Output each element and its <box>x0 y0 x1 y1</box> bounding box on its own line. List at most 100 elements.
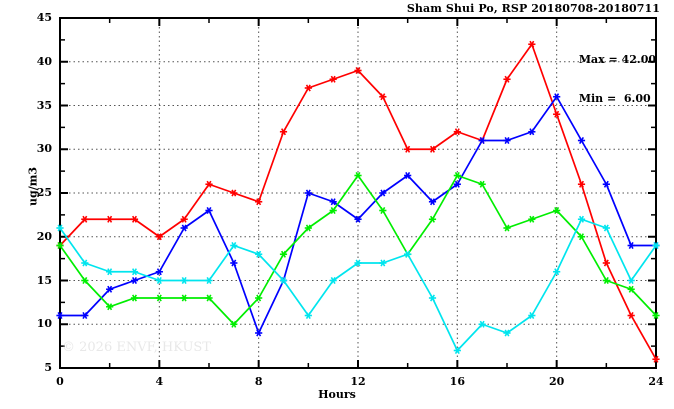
data-point-day1-14 <box>404 145 412 153</box>
data-point-day1-1 <box>81 215 89 223</box>
data-point-day3-5 <box>180 294 188 302</box>
data-point-day4-0 <box>56 224 64 232</box>
y-tick-label: 5 <box>44 361 52 374</box>
data-point-day1-23 <box>627 311 635 320</box>
data-point-day1-6 <box>205 180 213 188</box>
data-point-day2-19 <box>528 128 536 136</box>
data-point-day2-14 <box>404 171 412 180</box>
data-point-day1-18 <box>503 75 511 83</box>
data-point-day4-17 <box>478 320 486 328</box>
x-tick-label: 4 <box>155 375 164 388</box>
data-point-day1-15 <box>428 145 437 153</box>
data-point-day4-19 <box>528 311 536 320</box>
data-point-day3-9 <box>279 250 288 258</box>
data-point-day2-22 <box>602 180 610 188</box>
x-tick-label: 0 <box>56 375 64 388</box>
y-tick-label: 20 <box>36 229 52 243</box>
data-point-day2-7 <box>230 259 238 267</box>
data-point-day2-17 <box>478 136 486 145</box>
data-point-day1-11 <box>329 75 337 83</box>
data-point-day2-5 <box>180 224 188 232</box>
data-point-day4-3 <box>130 268 139 276</box>
y-tick-label: 10 <box>36 317 52 331</box>
data-point-day1-16 <box>453 128 461 136</box>
data-point-day4-21 <box>577 215 586 223</box>
data-point-day1-3 <box>130 215 139 223</box>
data-point-day3-18 <box>503 224 511 232</box>
data-point-day3-22 <box>602 276 610 285</box>
data-point-day4-22 <box>602 224 610 232</box>
data-point-day1-4 <box>155 233 163 241</box>
data-point-day2-6 <box>205 206 213 215</box>
data-point-day4-12 <box>354 259 362 267</box>
x-tick-label: 24 <box>648 375 664 388</box>
data-point-day2-18 <box>503 136 511 145</box>
data-point-day2-20 <box>553 93 561 101</box>
data-point-day2-1 <box>81 311 89 320</box>
data-point-day4-14 <box>404 250 412 258</box>
data-point-day3-21 <box>577 233 586 241</box>
data-point-day4-24 <box>652 241 660 250</box>
data-point-day3-0 <box>56 241 64 250</box>
data-point-day3-12 <box>354 171 362 180</box>
data-point-day2-13 <box>379 189 387 197</box>
chart-title: Sham Shui Po, RSP 20180708-20180711 <box>406 2 660 15</box>
series-day3 <box>56 171 660 328</box>
data-point-day3-6 <box>205 294 213 302</box>
data-point-day2-0 <box>56 311 64 320</box>
data-point-day2-4 <box>155 268 163 276</box>
data-point-day3-11 <box>329 206 337 215</box>
stats-annotation-box: Max = 42.00 Min = 6.00 <box>579 27 656 131</box>
data-point-day1-5 <box>180 215 188 223</box>
series-day4 <box>56 215 660 355</box>
x-tick-label: 20 <box>549 375 565 388</box>
data-point-day2-10 <box>304 189 312 197</box>
data-series-layer <box>56 40 660 363</box>
max-value-label: Max = 42.00 <box>578 53 656 66</box>
data-point-day1-12 <box>354 66 362 75</box>
data-point-day3-20 <box>553 206 561 215</box>
data-point-day4-20 <box>553 268 561 276</box>
min-value-label: Min = 6.00 <box>578 92 651 105</box>
series-day2 <box>56 93 660 337</box>
data-point-day2-15 <box>428 198 437 206</box>
x-axis-label: Hours <box>318 388 356 401</box>
data-point-day4-13 <box>379 259 387 267</box>
data-point-day3-13 <box>379 206 387 215</box>
y-tick-label: 30 <box>36 142 52 156</box>
data-point-day4-9 <box>279 276 288 285</box>
data-point-day1-13 <box>379 93 387 101</box>
y-tick-label: 45 <box>36 11 52 24</box>
data-point-day2-16 <box>453 180 461 188</box>
data-point-day4-2 <box>106 268 114 276</box>
y-tick-label: 35 <box>36 98 52 112</box>
data-point-day4-15 <box>428 294 437 302</box>
data-point-day1-2 <box>106 215 114 223</box>
data-point-day4-6 <box>205 276 213 285</box>
data-point-day3-7 <box>230 320 238 328</box>
data-point-day1-10 <box>304 84 312 92</box>
data-point-day4-10 <box>304 311 312 320</box>
data-point-day2-23 <box>627 241 635 250</box>
data-point-day2-21 <box>577 136 586 145</box>
data-point-day3-2 <box>106 303 114 311</box>
data-point-day3-8 <box>255 294 263 302</box>
data-point-day2-3 <box>130 276 139 285</box>
data-point-day1-7 <box>230 189 238 197</box>
data-point-day3-24 <box>652 311 660 320</box>
data-point-day3-4 <box>155 294 163 302</box>
data-point-day1-19 <box>528 40 536 48</box>
data-point-day3-1 <box>81 276 89 285</box>
data-point-day3-17 <box>478 180 486 188</box>
x-tick-label: 8 <box>254 375 263 388</box>
data-point-day3-23 <box>627 285 635 293</box>
data-point-day4-1 <box>81 259 89 267</box>
data-point-day4-11 <box>329 276 337 285</box>
data-point-day3-15 <box>428 215 437 223</box>
x-tick-label: 16 <box>449 375 465 388</box>
data-point-day1-21 <box>577 180 586 188</box>
x-tick-label: 12 <box>350 375 366 388</box>
data-point-day1-22 <box>602 259 610 267</box>
